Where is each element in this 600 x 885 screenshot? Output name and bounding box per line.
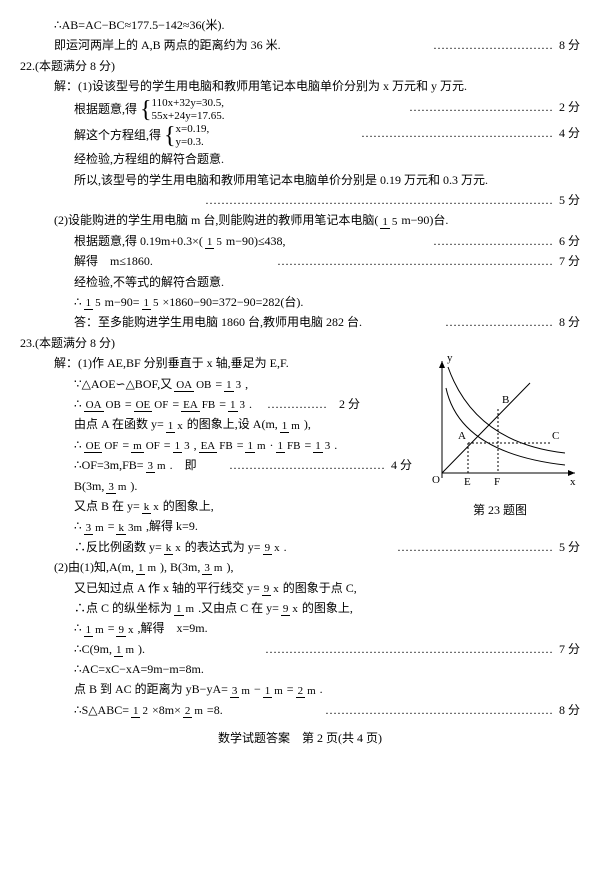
q22-2-solve: 解得 m≤1860. …………………………………………………………… 7 分 xyxy=(20,251,580,271)
q22-check: 经检验,方程组的解符合题意. xyxy=(20,149,580,169)
brace-system: { x=0.19,y=0.3. xyxy=(164,123,209,149)
label-y: y xyxy=(447,353,453,364)
score: 2 分 xyxy=(559,97,580,117)
page-footer: 数学试题答案 第 2 页(共 4 页) xyxy=(20,728,580,748)
q22-2-ineq: 根据题意,得 0.19m+0.3×(15m−90)≤438, ………………………… xyxy=(20,231,580,251)
q22-system2: 解这个方程组,得 { x=0.19,y=0.3. ………………………………………… xyxy=(20,123,580,149)
q22-system1: 根据题意,得 { 110x+32y=30.5,55x+24y=17.65. ……… xyxy=(20,97,580,123)
q23-2-dist: 点 B 到 AC 的距离为 yB−yA=3m−1m=2m. xyxy=(20,679,580,699)
figure-23: y x O E F A B C 第 23 题图 xyxy=(420,353,580,520)
brace-system: { 110x+32y=30.5,55x+24y=17.65. xyxy=(140,97,224,123)
q23-ratios: ∴OAOB=OEOF=EAFB=13. …………… 2 分 xyxy=(20,394,580,414)
q23-2-solve-x: ∴1m=9x,解得 x=9m. xyxy=(20,618,580,638)
q23-result: ∴反比例函数 y=kx的表达式为 y=9x. ………………………………… 5 分 xyxy=(20,537,580,557)
q23-2-c-point: ∴C(9m,1m). ……………………………………………………………… 7 分 xyxy=(20,639,580,659)
q22-2-answer: 答：至多能购进学生用电脑 1860 台,教师用电脑 282 台. …………………… xyxy=(20,312,580,332)
text: 解这个方程组,得 xyxy=(74,128,161,142)
line-ab: ∴AB=AC−BC≈177.5−142≈36(米). xyxy=(20,15,580,35)
q23-2-area: ∴S△ABC=12×8m×2m=8. ………………………………………………… 8… xyxy=(20,700,580,720)
score: 8 分 xyxy=(559,35,580,55)
q22-header: 22.(本题满分 8 分) xyxy=(20,56,580,76)
label-o: O xyxy=(432,474,440,486)
q22-2-check: 经检验,不等式的解符合题意. xyxy=(20,272,580,292)
dots: ………………………………………… xyxy=(361,123,553,143)
label-a: A xyxy=(458,430,466,442)
score: 4 分 xyxy=(559,123,580,143)
score: 2 分 xyxy=(339,397,360,411)
line-conclusion: 即运河两岸上的 A,B 两点的距离约为 36 米. ………………………… 8 分 xyxy=(20,35,580,55)
q23-2-c-y: ∴点 C 的纵坐标为1m.又由点 C 在 y=9x的图象上, xyxy=(20,598,580,618)
q22-2-setup: (2)设能购进的学生用电脑 m 台,则能购进的教师用笔记本电脑(15m−90)台… xyxy=(20,210,580,230)
label-e: E xyxy=(464,476,471,488)
text: 即运河两岸上的 A,B 两点的距离约为 36 米. xyxy=(54,35,421,55)
q23-2-parallel: 又已知过点 A 作 x 轴的平行线交 y=9x的图象于点 C, xyxy=(20,578,580,598)
frac-one-fifth: 15 xyxy=(380,216,399,228)
chart-svg: y x O E F A B C xyxy=(420,353,580,493)
q23-header: 23.(本题满分 8 分) xyxy=(20,333,580,353)
arrow-y xyxy=(439,361,445,368)
label-x: x xyxy=(570,476,576,488)
dots: ………………………… xyxy=(421,35,553,55)
text: 根据题意,得 xyxy=(74,102,137,116)
q23-2-setup: (2)由(1)知,A(m,1m), B(3m,3m), xyxy=(20,557,580,577)
q22-1-end: …………………………………………………………………………… 5 分 xyxy=(20,190,580,210)
figure-caption: 第 23 题图 xyxy=(420,500,580,520)
q22-1-setup: 解：(1)设该型号的学生用电脑和教师用笔记本电脑单价分别为 x 万元和 y 万元… xyxy=(20,76,580,96)
q22-2-calc: ∴15m−90=15×1860−90=372−90=282(台). xyxy=(20,292,580,312)
label-c: C xyxy=(552,430,559,442)
label-f: F xyxy=(494,476,500,488)
q23-2-ac: ∴AC=xC−xA=9m−m=8m. xyxy=(20,659,580,679)
q22-result: 所以,该型号的学生用电脑和教师用笔记本电脑单价分别是 0.19 万元和 0.3 … xyxy=(20,170,580,190)
q23-point-b: ∴OF=3m,FB=3m. 即 B(3m,3m). ………………………………… … xyxy=(20,455,412,496)
dots: ……………………………… xyxy=(409,97,553,117)
